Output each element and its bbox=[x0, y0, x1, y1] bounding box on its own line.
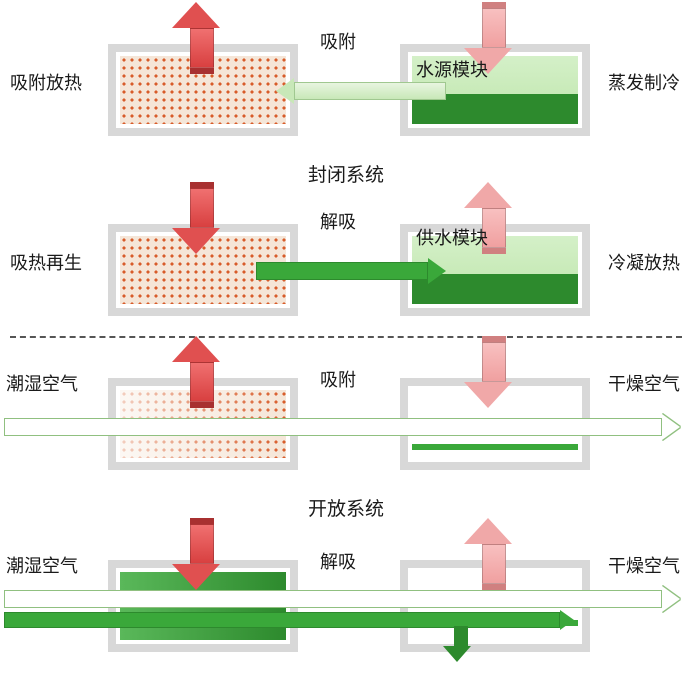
arrow-shaft bbox=[190, 28, 214, 68]
arrow-head-icon bbox=[464, 182, 512, 208]
arrow-head-icon bbox=[662, 586, 680, 612]
heat-out-arrow-up bbox=[184, 336, 220, 408]
arrow-head-icon bbox=[172, 2, 220, 28]
arrow-head-icon bbox=[172, 336, 220, 362]
arrow-shaft bbox=[4, 612, 560, 628]
left-label: 潮湿空气 bbox=[6, 370, 78, 396]
arrow-head-icon bbox=[662, 414, 680, 440]
left-label: 吸热再生 bbox=[10, 249, 82, 275]
system-divider bbox=[10, 336, 682, 338]
right-label: 蒸发制冷 bbox=[608, 69, 680, 95]
left-label: 潮湿空气 bbox=[6, 552, 78, 578]
arrow-shaft bbox=[190, 188, 214, 228]
left-label: 吸附放热 bbox=[10, 69, 82, 95]
arrow-shaft bbox=[294, 82, 446, 100]
arrow-shaft bbox=[190, 362, 214, 402]
heat-in-arrow-down bbox=[184, 518, 220, 590]
right-label: 冷凝放热 bbox=[608, 249, 680, 275]
heat-in-arrow-down bbox=[476, 336, 512, 408]
center-label: 解吸 bbox=[320, 548, 356, 574]
center-label: 吸附 bbox=[320, 366, 356, 392]
heat-in-arrow-down bbox=[184, 182, 220, 254]
arrow-shaft bbox=[482, 544, 506, 584]
arrow-shaft bbox=[454, 626, 468, 646]
center-label: 解吸 bbox=[320, 208, 356, 234]
arrow-cap bbox=[190, 402, 214, 408]
water-line bbox=[412, 444, 578, 450]
arrow-head-icon bbox=[464, 382, 512, 408]
arrow-shaft bbox=[4, 590, 662, 608]
air-flow-arrow-right bbox=[4, 586, 680, 612]
arrow-head-icon bbox=[172, 228, 220, 254]
inset-label: 供水模块 bbox=[416, 224, 488, 250]
right-label: 干燥空气 bbox=[608, 552, 680, 578]
arrow-shaft bbox=[4, 418, 662, 436]
air-flow-arrow-right bbox=[4, 414, 680, 440]
section-title-closed: 封闭系统 bbox=[308, 160, 384, 187]
center-label: 吸附 bbox=[320, 28, 356, 54]
arrow-head-icon bbox=[428, 258, 446, 284]
arrow-head-icon bbox=[464, 518, 512, 544]
water-flow-arrow-right bbox=[4, 610, 574, 630]
condensate-out-arrow-down bbox=[450, 626, 471, 662]
arrow-head-icon bbox=[443, 646, 471, 662]
arrow-shaft bbox=[190, 524, 214, 564]
arrow-shaft bbox=[256, 262, 428, 280]
vapor-flow-arrow-right bbox=[256, 258, 446, 284]
arrow-head-icon bbox=[276, 78, 294, 104]
section-title-open: 开放系统 bbox=[308, 494, 384, 521]
arrow-shaft bbox=[482, 342, 506, 382]
arrow-shaft bbox=[482, 8, 506, 48]
right-label: 干燥空气 bbox=[608, 370, 680, 396]
arrow-cap bbox=[190, 68, 214, 74]
arrow-head-icon bbox=[560, 610, 574, 630]
inset-label: 水源模块 bbox=[416, 56, 488, 82]
heat-out-arrow-up bbox=[184, 2, 220, 74]
heat-out-arrow-up bbox=[476, 518, 512, 590]
